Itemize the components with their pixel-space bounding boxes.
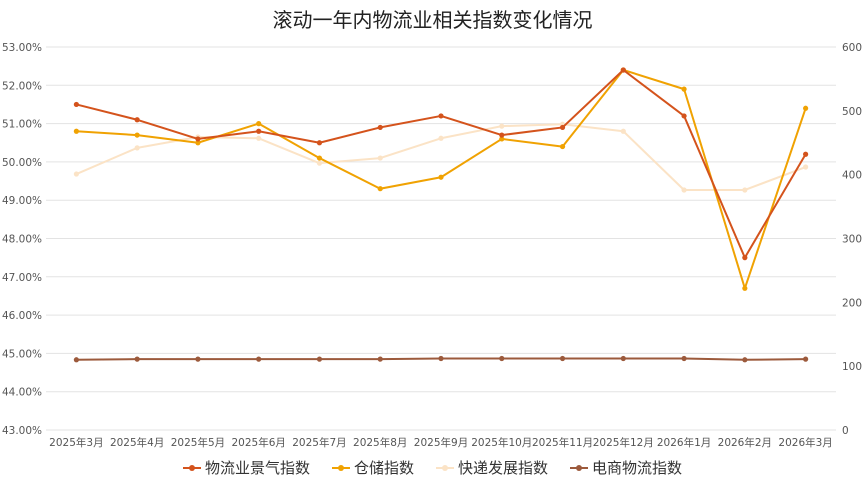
legend-swatch-icon: [436, 463, 454, 473]
series-line-0: [76, 68, 807, 259]
data-point: [803, 356, 809, 362]
legend-item[interactable]: 仓储指数: [331, 457, 414, 478]
legend-swatch-icon: [331, 463, 350, 473]
data-point: [559, 124, 566, 131]
data-point: [256, 128, 262, 134]
y-left-tick-label: 47.00%: [2, 272, 42, 284]
data-point: [620, 67, 626, 73]
data-point: [742, 285, 748, 291]
y-right-tick-label: 100: [842, 361, 862, 373]
x-tick-label: 2025年7月: [292, 436, 346, 449]
data-point: [256, 356, 262, 362]
y-right-tick-label: 500: [842, 106, 862, 118]
y-left-tick-label: 46.00%: [2, 310, 42, 322]
legend-item[interactable]: 电商物流指数: [570, 457, 682, 478]
data-point: [377, 155, 383, 161]
data-point: [316, 140, 323, 146]
data-point: [499, 132, 505, 138]
x-tick-label: 2025年12月: [593, 436, 654, 449]
y-left-tick-label: 43.00%: [2, 425, 42, 437]
data-point: [377, 186, 383, 192]
x-tick-label: 2025年10月: [471, 436, 532, 449]
data-point: [195, 140, 201, 146]
data-point: [377, 124, 383, 131]
data-point: [256, 135, 262, 141]
data-point: [742, 357, 748, 363]
data-point: [742, 187, 748, 193]
y-left-tick-label: 44.00%: [2, 387, 42, 399]
y-left-tick-label: 49.00%: [2, 195, 42, 207]
legend-label: 物流业景气指数: [204, 459, 310, 477]
y-right-tick-label: 300: [842, 234, 862, 246]
legend-label: 电商物流指数: [592, 459, 683, 477]
data-point: [438, 174, 444, 180]
y-right-tick-label: 0: [842, 425, 849, 437]
x-tick-label: 2026年1月: [657, 436, 711, 449]
data-point: [438, 135, 444, 141]
data-point: [438, 113, 444, 119]
y-right-tick-label: 200: [842, 297, 862, 309]
legend-label: 快递发展指数: [458, 459, 549, 477]
data-point: [316, 160, 323, 166]
y-right-tick-label: 400: [842, 170, 862, 182]
x-tick-label: 2025年9月: [414, 436, 468, 449]
y-left-tick-label: 50.00%: [2, 157, 42, 169]
x-tick-label: 2025年5月: [171, 436, 225, 449]
data-point: [681, 187, 687, 193]
data-point: [377, 356, 383, 362]
legend-label: 仓储指数: [353, 459, 414, 477]
legend: 物流业景气指数 仓储指数 快递发展指数 电商物流指数: [0, 457, 865, 478]
data-point: [134, 132, 140, 138]
data-point: [499, 123, 505, 129]
legend-swatch-icon: [182, 463, 201, 473]
data-point: [73, 101, 79, 108]
y-left-tick-label: 53.00%: [2, 42, 42, 54]
data-point: [195, 136, 201, 142]
data-point: [620, 128, 626, 134]
data-point: [803, 151, 809, 157]
data-point: [134, 117, 140, 123]
y-left-tick-label: 45.00%: [2, 348, 42, 360]
data-point: [73, 357, 79, 363]
x-tick-label: 2025年3月: [49, 436, 103, 449]
data-point: [256, 121, 262, 127]
x-tick-label: 2025年11月: [532, 436, 593, 449]
y-left-tick-label: 52.00%: [2, 80, 42, 92]
data-point: [499, 136, 505, 142]
legend-item[interactable]: 快递发展指数: [436, 457, 548, 478]
data-point: [499, 355, 505, 362]
data-point: [73, 128, 79, 134]
data-point: [438, 355, 444, 362]
y-right-tick-label: 600: [842, 42, 862, 54]
data-point: [681, 113, 687, 119]
data-point: [620, 355, 626, 362]
legend-swatch-icon: [570, 463, 589, 473]
data-point: [559, 143, 566, 150]
data-point: [559, 355, 566, 362]
x-tick-label: 2025年6月: [231, 436, 285, 449]
data-point: [681, 86, 687, 92]
x-tick-label: 2025年4月: [110, 436, 164, 449]
legend-item[interactable]: 物流业景气指数: [182, 457, 310, 478]
data-point: [742, 255, 748, 261]
data-point: [316, 356, 323, 362]
x-tick-label: 2026年3月: [778, 436, 832, 449]
data-point: [681, 355, 687, 362]
chart-title: 滚动一年内物流业相关指数变化情况: [272, 8, 593, 32]
data-point: [803, 164, 809, 170]
y-left-tick-label: 51.00%: [2, 119, 42, 131]
y-left-tick-label: 48.00%: [2, 234, 42, 246]
data-point: [803, 105, 809, 111]
data-point: [134, 356, 140, 362]
data-point: [134, 145, 140, 151]
x-tick-label: 2026年2月: [718, 436, 772, 449]
data-point: [195, 356, 201, 362]
data-point: [73, 171, 79, 177]
x-tick-label: 2025年8月: [353, 436, 407, 449]
data-point: [316, 155, 323, 161]
